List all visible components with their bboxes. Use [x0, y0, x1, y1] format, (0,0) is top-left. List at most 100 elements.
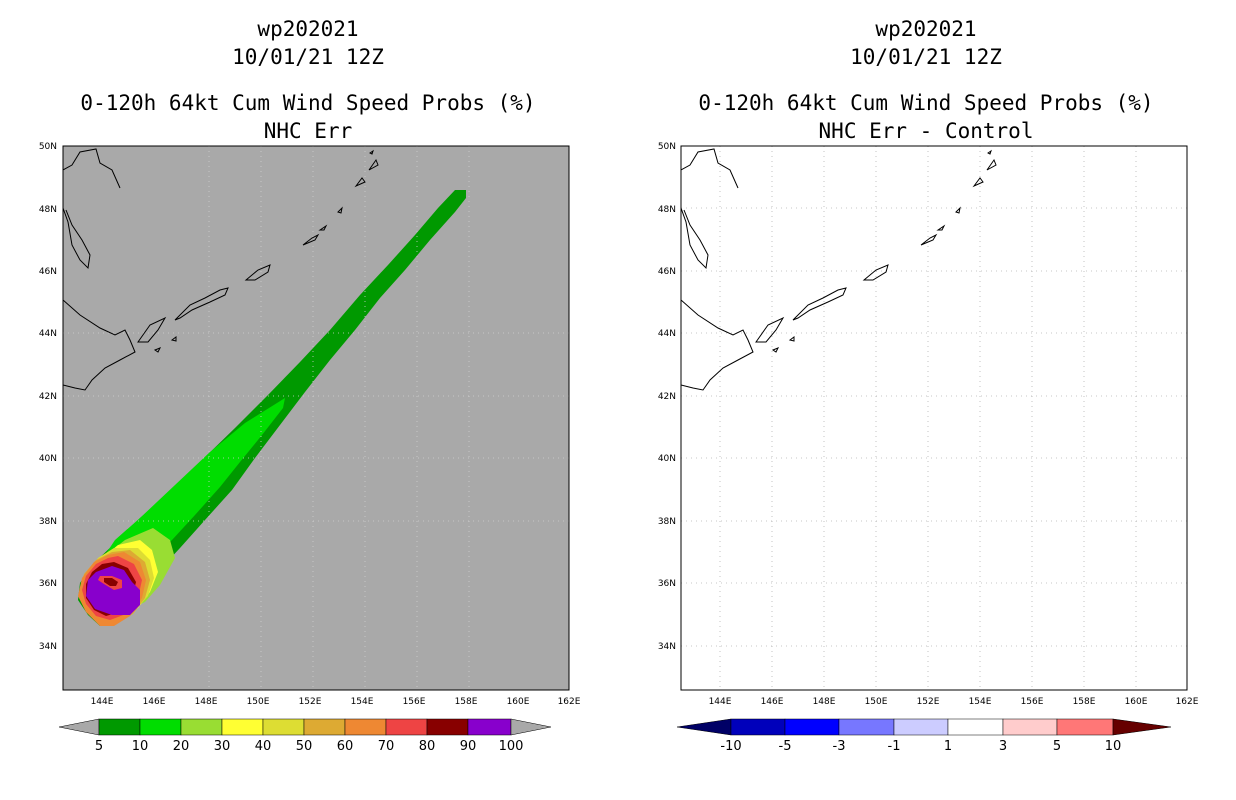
right-lat-tick-44n: 44N [658, 329, 676, 339]
left-lon-tick-148e: 148E [195, 697, 218, 707]
right-colorbar: -10 -5 -3 -1 1 3 5 10 [676, 718, 1172, 754]
right-lat-tick-48n: 48N [658, 205, 676, 215]
right-lat-tick-46n: 46N [658, 267, 676, 277]
left-colorbar-box-5 [262, 718, 305, 736]
left-colorbar-box-1 [98, 718, 141, 736]
left-lon-tick-150e: 150E [247, 697, 270, 707]
right-title-line-4: NHC Err - Control [819, 119, 1034, 143]
left-lon-tick-158e: 158E [455, 697, 478, 707]
left-colorbar-box-6 [303, 718, 346, 736]
left-title-line-2: 10/01/21 12Z [232, 45, 384, 69]
left-colorbar-label-90: 90 [460, 739, 477, 754]
left-plot-frame [62, 145, 570, 691]
left-colorbar-over-arrow [510, 718, 552, 736]
left-panel: wp202021 10/01/21 12Z 0-120h 64kt Cum Wi… [39, 17, 581, 754]
left-colorbar-label-30: 30 [214, 739, 231, 754]
left-colorbar-label-60: 60 [337, 739, 354, 754]
left-colorbar-label-80: 80 [419, 739, 436, 754]
right-colorbar-box-5 [947, 718, 1004, 736]
right-lon-tick-156e: 156E [1021, 697, 1044, 707]
left-lat-ticks: 50N 48N 46N 44N 42N 40N 38N 36N 34N [39, 142, 57, 652]
left-colorbar-label-20: 20 [173, 739, 190, 754]
right-plot-frame [680, 145, 1188, 691]
right-lon-tick-150e: 150E [865, 697, 888, 707]
right-coastlines [681, 148, 997, 391]
right-colorbar-box-6 [1002, 718, 1058, 736]
right-lon-tick-160e: 160E [1125, 697, 1148, 707]
right-title-line-1: wp202021 [875, 17, 976, 41]
right-lon-ticks: 144E 146E 148E 150E 152E 154E 156E 158E … [709, 697, 1199, 707]
left-colorbar-box-4 [221, 718, 264, 736]
right-lat-tick-36n: 36N [658, 579, 676, 589]
left-colorbar-label-5: 5 [95, 739, 103, 754]
right-colorbar-label-neg10: -10 [720, 739, 741, 754]
right-lat-ticks: 50N 48N 46N 44N 42N 40N 38N 36N 34N [658, 142, 676, 652]
right-colorbar-label-1: 1 [944, 739, 952, 754]
right-grid [681, 146, 1187, 690]
left-lon-tick-162e: 162E [558, 697, 581, 707]
right-map-background [681, 146, 1187, 690]
left-colorbar-label-100: 100 [499, 739, 524, 754]
left-colorbar-under-arrow [58, 718, 100, 736]
left-lon-tick-154e: 154E [351, 697, 374, 707]
right-lon-tick-154e: 154E [969, 697, 992, 707]
left-lat-tick-38n: 38N [39, 517, 57, 527]
right-colorbar-box-7 [1056, 718, 1114, 736]
left-lat-tick-36n: 36N [39, 579, 57, 589]
right-colorbar-label-3: 3 [999, 739, 1007, 754]
left-title-line-1: wp202021 [257, 17, 358, 41]
left-colorbar-box-2 [139, 718, 182, 736]
right-lon-tick-148e: 148E [813, 697, 836, 707]
left-lat-tick-40n: 40N [39, 454, 57, 464]
left-lon-tick-146e: 146E [143, 697, 166, 707]
left-lon-tick-144e: 144E [91, 697, 114, 707]
right-colorbar-box-2 [784, 718, 840, 736]
left-coastlines [63, 148, 379, 391]
left-map-background [63, 146, 569, 690]
left-lat-tick-46n: 46N [39, 267, 57, 277]
right-colorbar-label-neg3: -3 [833, 739, 846, 754]
left-colorbar-label-50: 50 [296, 739, 313, 754]
right-lon-tick-162e: 162E [1176, 697, 1199, 707]
left-title-line-4: NHC Err [264, 119, 353, 143]
right-lat-tick-34n: 34N [658, 642, 676, 652]
left-lat-tick-34n: 34N [39, 642, 57, 652]
left-probability-swath [78, 190, 466, 626]
right-lon-tick-146e: 146E [761, 697, 784, 707]
swath-center-core [104, 578, 118, 586]
right-colorbar-label-neg5: -5 [779, 739, 792, 754]
left-lon-ticks: 144E 146E 148E 150E 152E 154E 156E 158E … [91, 697, 581, 707]
right-lat-tick-50n: 50N [658, 142, 676, 152]
left-title-line-3: 0-120h 64kt Cum Wind Speed Probs (%) [80, 91, 535, 115]
left-lon-tick-156e: 156E [403, 697, 426, 707]
right-lat-tick-42n: 42N [658, 392, 676, 402]
right-title-line-2: 10/01/21 12Z [850, 45, 1002, 69]
left-lat-tick-48n: 48N [39, 205, 57, 215]
right-colorbar-label-neg1: -1 [888, 739, 901, 754]
right-lat-tick-38n: 38N [658, 517, 676, 527]
left-lon-tick-152e: 152E [299, 697, 322, 707]
left-colorbar-label-70: 70 [378, 739, 395, 754]
right-lat-tick-40n: 40N [658, 454, 676, 464]
right-lon-tick-152e: 152E [917, 697, 940, 707]
left-lat-tick-50n: 50N [39, 142, 57, 152]
right-colorbar-under-arrow [676, 718, 732, 736]
right-colorbar-box-4 [893, 718, 949, 736]
right-title-line-3: 0-120h 64kt Cum Wind Speed Probs (%) [698, 91, 1153, 115]
left-colorbar-box-3 [180, 718, 223, 736]
left-lon-tick-160e: 160E [507, 697, 530, 707]
left-colorbar-label-40: 40 [255, 739, 272, 754]
right-colorbar-label-5: 5 [1053, 739, 1061, 754]
right-colorbar-box-3 [838, 718, 895, 736]
left-grid [63, 146, 569, 690]
left-colorbar-box-9 [426, 718, 469, 736]
right-panel: wp202021 10/01/21 12Z 0-120h 64kt Cum Wi… [658, 17, 1199, 754]
left-colorbar-box-7 [344, 718, 387, 736]
left-lat-tick-44n: 44N [39, 329, 57, 339]
right-lon-tick-158e: 158E [1073, 697, 1096, 707]
right-lon-tick-144e: 144E [709, 697, 732, 707]
swath-level-10 [105, 398, 285, 570]
left-colorbar: 5 10 20 30 40 50 60 70 80 90 100 [58, 718, 552, 754]
right-colorbar-over-arrow [1112, 718, 1172, 736]
